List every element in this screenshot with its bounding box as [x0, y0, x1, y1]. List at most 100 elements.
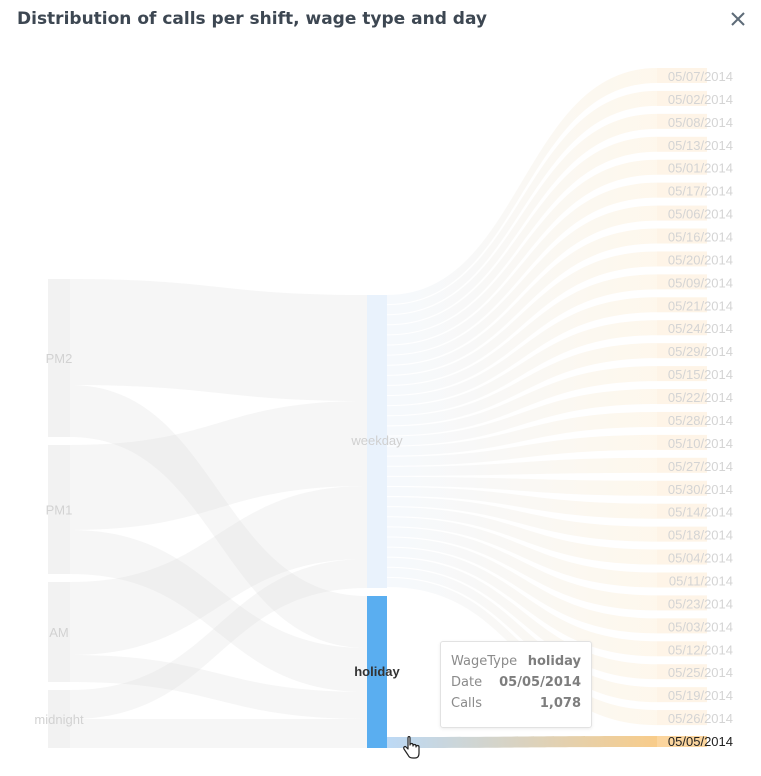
close-icon[interactable]: [727, 8, 749, 30]
shift-node: [48, 279, 70, 437]
date-label: 05/30/2014: [668, 482, 733, 497]
tooltip-row-wagetype: WageType holiday: [451, 654, 581, 672]
date-label: 05/18/2014: [668, 528, 733, 543]
sankey-link-highlighted: [387, 736, 657, 748]
date-label: 05/04/2014: [668, 551, 733, 566]
sankey-link: [387, 297, 657, 406]
sankey-link: [387, 274, 657, 396]
date-label: 05/02/2014: [668, 92, 733, 107]
date-node: [657, 503, 707, 519]
date-node: [657, 411, 707, 427]
date-node: [657, 618, 707, 634]
date-label: 05/03/2014: [668, 619, 733, 634]
shift-label: AM: [49, 625, 69, 640]
date-label: 05/25/2014: [668, 665, 733, 680]
date-label: 05/09/2014: [668, 275, 733, 290]
date-node: [657, 480, 707, 496]
sankey-link: [387, 228, 657, 375]
shift-node: [48, 690, 70, 748]
tooltip-value: holiday: [527, 654, 581, 669]
date-node: [657, 710, 707, 726]
shift-label: midnight: [34, 712, 84, 727]
sankey-link: [387, 68, 657, 305]
date-node: [657, 274, 707, 290]
date-label: 05/06/2014: [668, 207, 733, 222]
tooltip-value: 05/05/2014: [499, 675, 581, 690]
sankey-link: [387, 411, 657, 456]
tooltip-label: Date: [451, 675, 483, 690]
date-node: [657, 687, 707, 703]
date-node: [657, 136, 707, 152]
date-label: 05/10/2014: [668, 436, 733, 451]
shift-label: PM1: [46, 503, 73, 518]
date-label: 05/28/2014: [668, 413, 733, 428]
tooltip: WageType holiday Date 05/05/2014 Calls 1…: [440, 641, 592, 728]
date-label: 05/12/2014: [668, 642, 733, 657]
sankey-link: [70, 655, 367, 719]
tooltip-label: Calls: [451, 696, 483, 711]
date-node: [657, 228, 707, 244]
date-node: [657, 664, 707, 680]
sankey-link: [387, 343, 657, 426]
sankey-link: [387, 507, 657, 565]
sankey-link: [387, 320, 657, 416]
sankey-link: [387, 434, 657, 466]
date-node: [657, 549, 707, 565]
date-label: 05/23/2014: [668, 596, 733, 611]
date-label: 05/17/2014: [668, 184, 733, 199]
sankey-link: [70, 559, 367, 719]
sankey-link: [70, 401, 367, 530]
sankey-link: [387, 90, 657, 315]
date-node: [657, 113, 707, 129]
date-label: 05/22/2014: [668, 390, 733, 405]
date-label: 05/20/2014: [668, 252, 733, 267]
date-node: [657, 205, 707, 221]
date-label: 05/27/2014: [668, 459, 733, 474]
date-label: 05/29/2014: [668, 344, 733, 359]
sankey-link: [387, 486, 657, 519]
date-label: 05/07/2014: [668, 69, 733, 84]
date-node: [657, 320, 707, 336]
sankey-link: [387, 389, 657, 446]
hand-cursor-icon: [403, 736, 420, 759]
date-label: 05/13/2014: [668, 138, 733, 153]
date-node: [657, 68, 707, 83]
date-node: [657, 595, 707, 611]
tooltip-row-calls: Calls 1,078: [451, 696, 581, 714]
sankey-link: [70, 486, 367, 655]
sankey-link: [387, 159, 657, 345]
date-label: 05/05/2014: [668, 734, 733, 749]
date-label: 05/19/2014: [668, 688, 733, 703]
wagetype-node: [367, 295, 387, 588]
shift-node: [48, 582, 70, 682]
wagetype-node: [367, 596, 387, 748]
date-label: 05/26/2014: [668, 711, 733, 726]
date-label: 05/16/2014: [668, 230, 733, 245]
date-node: [657, 159, 707, 175]
sankey-link: [387, 557, 657, 680]
date-node: [657, 572, 707, 588]
sankey-link: [70, 385, 367, 648]
sankey-link: [387, 457, 657, 476]
sankey-link: [387, 527, 657, 611]
date-node: [657, 641, 707, 657]
date-label: 05/08/2014: [668, 115, 733, 130]
shift-label: PM2: [46, 351, 73, 366]
date-node: [657, 251, 707, 267]
date-node: [657, 366, 707, 382]
date-node: [657, 457, 707, 473]
date-node: [657, 182, 707, 198]
sankey-link: [70, 530, 367, 692]
sankey-link: [387, 136, 657, 335]
dialog-header: Distribution of calls per shift, wage ty…: [0, 0, 761, 44]
sankey-link: [387, 567, 657, 703]
sankey-link: [387, 537, 657, 634]
sankey-link: [387, 517, 657, 588]
sankey-link: [387, 497, 657, 542]
date-label: 05/21/2014: [668, 298, 733, 313]
sankey-link: [70, 279, 367, 401]
date-label: 05/14/2014: [668, 505, 733, 520]
sankey-link: [387, 476, 657, 496]
date-label: 05/15/2014: [668, 367, 733, 382]
